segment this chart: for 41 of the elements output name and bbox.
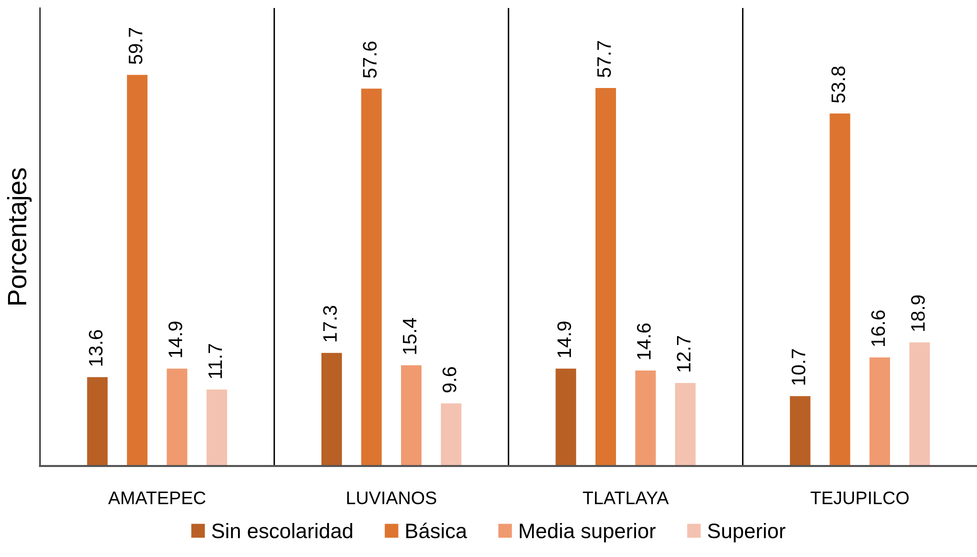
- data-label: 57.6: [362, 42, 377, 78]
- y-axis-title: Porcentajes: [7, 168, 32, 305]
- bar: [674, 382, 696, 466]
- bar: [360, 88, 382, 466]
- legend-label: Media superior: [520, 522, 656, 542]
- bar: [166, 368, 188, 466]
- x-tick-label: AMATEPEC: [108, 491, 206, 504]
- data-label: 14.9: [168, 322, 182, 358]
- legend-label: Sin escolaridad: [212, 522, 352, 538]
- data-label: 59.7: [128, 28, 142, 64]
- legend-label: Superior: [708, 522, 786, 542]
- data-label: 14.6: [636, 324, 651, 360]
- data-label: 18.9: [911, 295, 925, 331]
- data-label: 9.6: [442, 367, 456, 392]
- bar: [908, 342, 930, 466]
- bar: [320, 352, 342, 466]
- bar: [868, 356, 891, 466]
- data-label: 15.4: [402, 318, 417, 354]
- data-label: 53.8: [831, 66, 846, 103]
- bar: [594, 87, 617, 466]
- bar: [440, 402, 462, 466]
- bar: [206, 389, 228, 466]
- x-tick-label: TLATLAYA: [582, 492, 669, 504]
- bar: [634, 370, 656, 466]
- data-label: 14.9: [557, 322, 572, 358]
- bar: [555, 368, 577, 466]
- bar: [86, 376, 108, 466]
- data-label: 13.6: [88, 330, 103, 366]
- bar: [829, 112, 851, 466]
- bar: [400, 364, 422, 466]
- data-label: 16.6: [871, 310, 886, 346]
- data-label: 10.7: [792, 349, 806, 385]
- x-tick-label: LUVIANOS: [347, 491, 436, 504]
- data-label: 17.3: [323, 306, 337, 342]
- x-tick-label: TEJUPILCO: [810, 491, 909, 504]
- data-label: 57.7: [597, 41, 611, 78]
- data-label: 11.7: [208, 344, 222, 378]
- data-label: 12.7: [676, 336, 690, 372]
- legend-label: Básica: [406, 522, 468, 538]
- bar: [789, 396, 811, 466]
- bar: [126, 74, 148, 466]
